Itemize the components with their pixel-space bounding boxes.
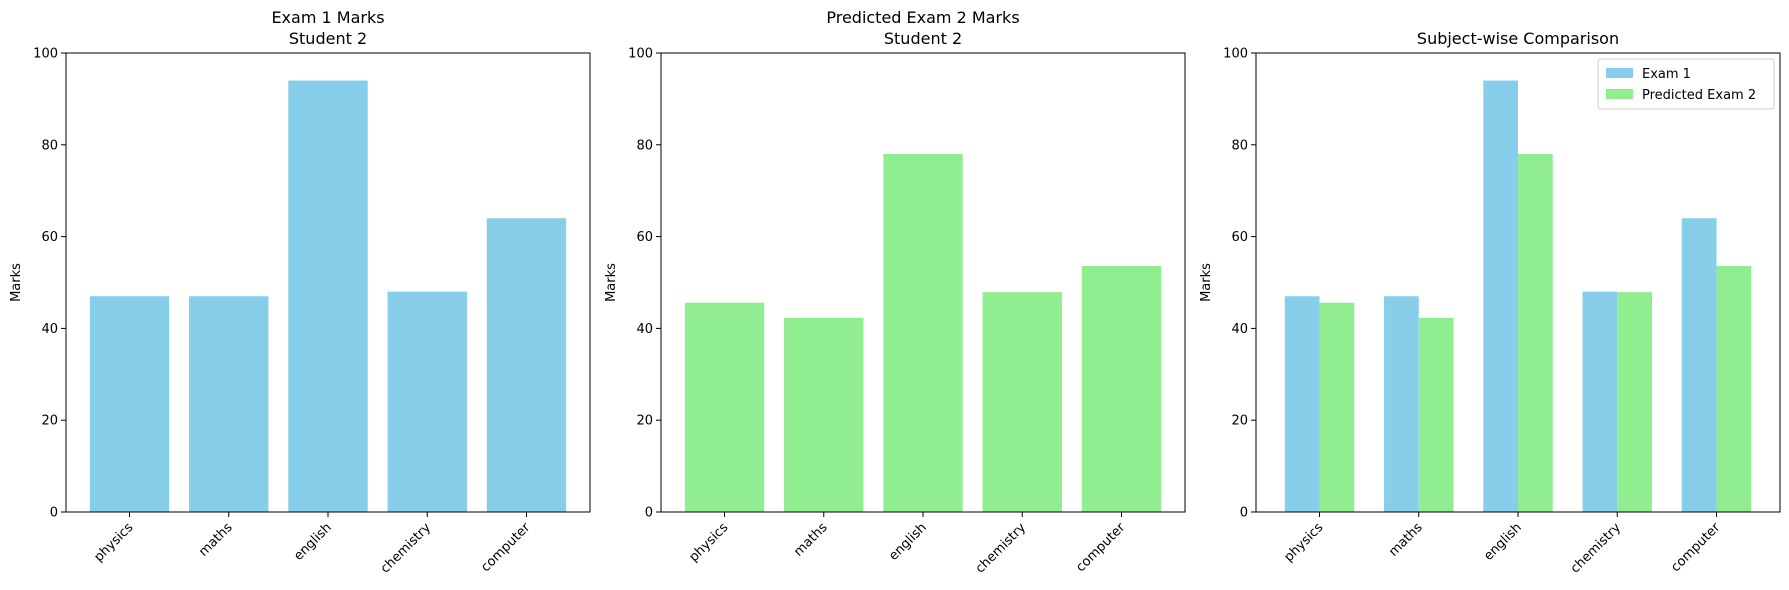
x-tick-label: physics bbox=[91, 520, 136, 565]
x-tick-label: chemistry bbox=[378, 520, 434, 576]
legend-label-2: Predicted Exam 2 bbox=[1642, 88, 1756, 103]
bar-english bbox=[288, 80, 368, 512]
y-axis-label: Marks bbox=[9, 263, 24, 302]
x-tick-label: computer bbox=[478, 520, 533, 575]
legend-swatch-2 bbox=[1606, 89, 1633, 99]
x-tick-label: physics bbox=[1281, 520, 1326, 565]
legend-label-1: Exam 1 bbox=[1642, 67, 1691, 82]
y-axis-label: Marks bbox=[604, 263, 619, 302]
y-tick-label: 20 bbox=[41, 414, 58, 429]
y-tick-label: 60 bbox=[1231, 230, 1248, 245]
bar-chemistry bbox=[387, 291, 467, 512]
bar-chemistry bbox=[982, 292, 1062, 512]
y-tick-label: 60 bbox=[636, 230, 653, 245]
bar-computer bbox=[1081, 265, 1162, 512]
y-tick-label: 80 bbox=[636, 138, 653, 153]
bar-physics bbox=[89, 296, 170, 512]
chart-title: Predicted Exam 2 Marks bbox=[826, 8, 1019, 27]
bar-exam1-chemistry bbox=[1582, 291, 1618, 512]
y-tick-label: 40 bbox=[636, 322, 653, 337]
chart-panel-1: 0 20 40 60 80 100 physics maths english chemistry… bbox=[9, 8, 591, 576]
bar-exam2-english bbox=[1518, 153, 1553, 513]
y-tick-label: 40 bbox=[41, 322, 58, 337]
x-tick-label: english bbox=[1481, 520, 1525, 564]
bar-maths bbox=[189, 296, 269, 512]
bar-english bbox=[883, 153, 963, 513]
x-tick-label: maths bbox=[1386, 520, 1426, 560]
x-tick-label: english bbox=[291, 520, 335, 564]
y-tick-label: 0 bbox=[1240, 506, 1248, 521]
y-tick-label: 100 bbox=[1223, 47, 1248, 62]
legend: Exam 1 Predicted Exam 2 bbox=[1597, 58, 1775, 110]
bar-exam2-chemistry bbox=[1617, 292, 1652, 512]
x-tick-label: chemistry bbox=[1568, 520, 1624, 576]
bar-physics bbox=[684, 302, 765, 512]
chart-title: Subject-wise Comparison bbox=[1417, 29, 1619, 48]
x-tick-label: chemistry bbox=[973, 520, 1029, 576]
x-tick-label: physics bbox=[686, 520, 731, 565]
chart-panel-2: 0 20 40 60 80 100 physics maths english chemistry… bbox=[604, 8, 1186, 576]
bar-exam2-maths bbox=[1418, 317, 1454, 512]
y-tick-label: 0 bbox=[50, 506, 58, 521]
y-tick-label: 100 bbox=[628, 47, 653, 62]
x-tick-label: english bbox=[886, 520, 930, 564]
y-tick-label: 20 bbox=[636, 414, 653, 429]
y-tick-label: 20 bbox=[1231, 414, 1248, 429]
bar-exam2-physics bbox=[1319, 302, 1355, 512]
y-tick-label: 100 bbox=[33, 47, 58, 62]
chart-title: Exam 1 Marks bbox=[271, 8, 384, 27]
y-tick-label: 0 bbox=[645, 506, 653, 521]
chart-subtitle: Student 2 bbox=[289, 29, 367, 48]
y-axis-label: Marks bbox=[1199, 263, 1214, 302]
y-tick-label: 60 bbox=[41, 230, 58, 245]
x-tick-label: maths bbox=[196, 520, 236, 560]
y-tick-label: 40 bbox=[1231, 322, 1248, 337]
x-tick-label: computer bbox=[1668, 520, 1723, 575]
legend-box bbox=[1597, 58, 1775, 110]
bar-exam1-maths bbox=[1384, 296, 1419, 512]
bar-computer bbox=[486, 218, 567, 513]
chart-subtitle: Student 2 bbox=[884, 29, 962, 48]
bar-exam1-computer bbox=[1681, 218, 1717, 513]
legend-swatch-1 bbox=[1606, 68, 1633, 78]
bar-exam2-computer bbox=[1716, 265, 1752, 512]
y-tick-label: 80 bbox=[41, 138, 58, 153]
bar-exam1-english bbox=[1483, 80, 1518, 512]
y-tick-label: 80 bbox=[1231, 138, 1248, 153]
x-tick-label: computer bbox=[1073, 520, 1128, 575]
x-tick-label: maths bbox=[791, 520, 831, 560]
chart-panel-3: 0 20 40 60 80 100 physics maths english chemistry… bbox=[1199, 29, 1781, 576]
bar-exam1-physics bbox=[1284, 296, 1320, 512]
bar-maths bbox=[784, 317, 864, 512]
